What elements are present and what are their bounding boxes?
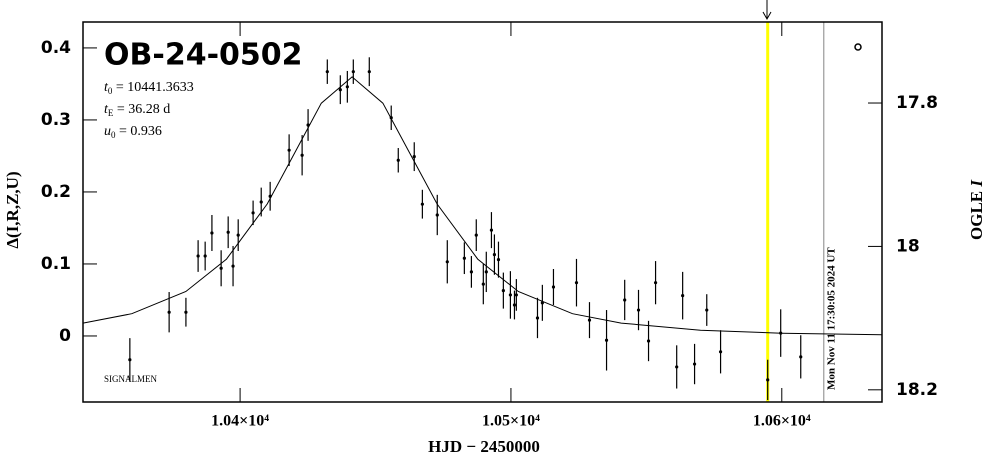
data-point bbox=[462, 256, 466, 260]
data-point bbox=[226, 230, 230, 234]
chart-title: OB-24-0502 bbox=[104, 38, 303, 73]
data-point bbox=[779, 331, 783, 335]
data-point bbox=[489, 228, 494, 232]
arrow-head bbox=[762, 11, 772, 21]
data-point bbox=[692, 362, 697, 366]
param: tE = 36.28 d bbox=[104, 102, 170, 118]
x-tick-label: 1.04×10⁴ bbox=[211, 413, 269, 430]
data-point bbox=[574, 281, 579, 285]
data-point bbox=[587, 318, 592, 322]
data-point bbox=[681, 294, 685, 298]
data-point bbox=[325, 70, 329, 74]
param-value: = 0.936 bbox=[116, 124, 162, 139]
data-point bbox=[287, 148, 291, 152]
data-point bbox=[251, 211, 255, 215]
data-point bbox=[219, 266, 223, 270]
data-point bbox=[705, 308, 709, 312]
y2-label-italic: I bbox=[967, 179, 986, 188]
data-point bbox=[481, 282, 485, 286]
data-point bbox=[718, 350, 723, 354]
x-tick-label: 1.06×10⁴ bbox=[753, 413, 811, 430]
y2-tick-label: 17.8 bbox=[896, 93, 938, 113]
data-point bbox=[551, 285, 556, 289]
data-point bbox=[259, 200, 263, 204]
data-point bbox=[535, 316, 540, 320]
param-sub: E bbox=[108, 108, 114, 118]
data-point bbox=[167, 310, 171, 314]
y2-label-text: OGLE bbox=[967, 187, 986, 240]
data-point bbox=[508, 293, 512, 297]
data-point bbox=[231, 264, 235, 268]
y-axis-label: Δ(I,R,Z,U) bbox=[3, 171, 22, 248]
data-point bbox=[623, 298, 627, 302]
param: t0 = 10441.3633 bbox=[104, 80, 194, 96]
data-point bbox=[474, 233, 478, 237]
credit: SIGNALMEN bbox=[104, 374, 157, 384]
y2-axis-label: OGLE I bbox=[967, 179, 986, 240]
data-point bbox=[496, 258, 501, 262]
param-symbol: t bbox=[104, 80, 109, 95]
data-point bbox=[420, 202, 424, 206]
data-point bbox=[184, 310, 188, 314]
data-point bbox=[492, 252, 497, 257]
data-point bbox=[604, 338, 609, 342]
param: u0 = 0.936 bbox=[104, 124, 162, 140]
data-point bbox=[338, 88, 342, 92]
data-point bbox=[799, 355, 803, 359]
data-point bbox=[306, 123, 310, 127]
data-point bbox=[469, 270, 473, 274]
x-axis-label: HJD − 2450000 bbox=[428, 437, 540, 456]
x-tick-label: 1.05×10⁴ bbox=[482, 413, 540, 430]
data-point bbox=[636, 308, 641, 312]
y2-tick-label: 18 bbox=[896, 236, 920, 256]
data-point bbox=[300, 153, 304, 157]
plot-frame bbox=[82, 21, 883, 403]
param-value: = 36.28 d bbox=[113, 102, 170, 117]
data-point bbox=[351, 70, 355, 74]
data-point bbox=[203, 254, 207, 258]
data-point bbox=[236, 233, 240, 237]
data-point bbox=[766, 378, 770, 382]
param-symbol: t bbox=[104, 102, 109, 117]
marker-label: Mon Nov 11 17:30:05 2024 UT bbox=[825, 247, 837, 390]
y-tick-label: 0.2 bbox=[41, 182, 71, 202]
y-tick-label: 0.3 bbox=[41, 110, 71, 130]
param-value: = 10441.3633 bbox=[112, 80, 193, 95]
data-point bbox=[345, 85, 349, 89]
data-point bbox=[210, 231, 214, 235]
y-tick-label: 0.1 bbox=[41, 254, 71, 274]
data-point bbox=[412, 155, 416, 159]
y2-tick-label: 18.2 bbox=[896, 380, 938, 400]
model-curve bbox=[82, 76, 883, 336]
param-sub: 0 bbox=[108, 86, 113, 96]
y-tick-label: 0 bbox=[59, 326, 71, 346]
data-point bbox=[514, 293, 518, 297]
symbol bbox=[854, 43, 862, 51]
data-point bbox=[512, 303, 517, 307]
data-point bbox=[367, 70, 371, 74]
data-point bbox=[389, 116, 393, 120]
data-point bbox=[196, 254, 200, 258]
data-point bbox=[501, 288, 505, 293]
data-point bbox=[646, 339, 651, 343]
data-point bbox=[128, 358, 132, 362]
data-point bbox=[675, 365, 679, 369]
data-point bbox=[540, 301, 544, 305]
data-point bbox=[396, 158, 400, 162]
data-point bbox=[484, 270, 488, 274]
y-tick-label: 0.4 bbox=[41, 38, 71, 58]
data-point bbox=[653, 281, 658, 285]
param-sub: 0 bbox=[111, 130, 116, 140]
data-point bbox=[268, 194, 272, 198]
data-point bbox=[445, 260, 449, 264]
param-symbol: u bbox=[104, 124, 111, 139]
data-point bbox=[435, 213, 439, 217]
